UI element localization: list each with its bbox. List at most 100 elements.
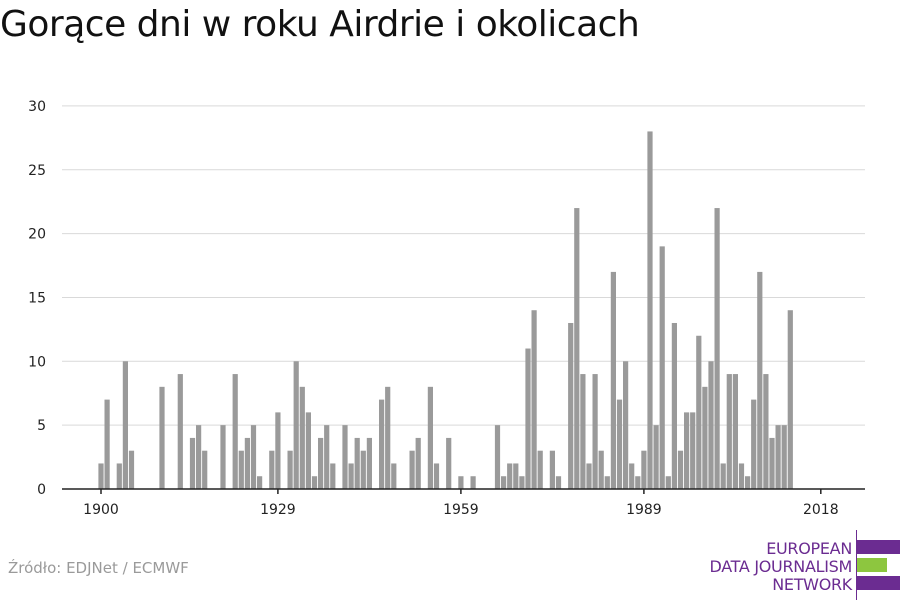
- logo-stripe-top: [857, 540, 900, 554]
- bar-1990: [647, 131, 653, 489]
- bar-1944: [366, 437, 372, 489]
- y-tick-label: 10: [28, 354, 46, 370]
- bar-1955: [433, 463, 440, 489]
- logo-line-data-journalism: DATA JOURNALISM: [709, 557, 853, 576]
- bar-1994: [671, 322, 677, 489]
- bar-1975: [555, 476, 562, 489]
- bar-1916: [196, 425, 202, 489]
- x-tick-label: 2018: [803, 502, 839, 518]
- bar-2012: [781, 425, 787, 489]
- bar-2011: [775, 425, 781, 489]
- y-tick-label: 5: [37, 418, 46, 434]
- bar-1900: [98, 463, 104, 489]
- bar-1979: [580, 374, 586, 489]
- bar-1952: [415, 437, 421, 489]
- bar-1943: [360, 450, 366, 489]
- bar-1957: [446, 437, 452, 489]
- bar-1989: [641, 450, 647, 489]
- bar-1947: [385, 386, 391, 489]
- bar-2006: [745, 476, 751, 489]
- x-tick-label: 1959: [443, 502, 479, 518]
- bar-2000: [708, 361, 714, 489]
- bar-1969: [519, 476, 525, 489]
- bar-2008: [757, 271, 763, 489]
- bar-1972: [537, 450, 543, 489]
- bar-1940: [342, 425, 348, 489]
- bar-1965: [494, 425, 501, 489]
- bar-2010: [769, 437, 775, 489]
- bar-2004: [732, 374, 738, 489]
- bar-1995: [677, 450, 684, 489]
- bar-1996: [684, 412, 690, 489]
- bar-chart: 0 5 10 15 20 25 30 1900 1929 1959 1989 2018: [28, 99, 865, 518]
- bar-2009: [763, 374, 769, 489]
- bar-1925: [250, 425, 257, 489]
- bar-1987: [629, 463, 635, 489]
- bar-1946: [379, 399, 385, 489]
- bars: [98, 131, 793, 489]
- bar-1982: [598, 450, 604, 489]
- bar-1932: [293, 361, 299, 489]
- bar-1920: [220, 425, 226, 489]
- bar-1980: [586, 463, 592, 489]
- bar-2002: [720, 463, 726, 489]
- logo-stripe-middle: [857, 558, 887, 572]
- bar-1936: [318, 437, 324, 489]
- bar-1981: [592, 374, 598, 489]
- bar-1966: [501, 476, 507, 489]
- bar-1974: [549, 450, 555, 489]
- bar-2007: [751, 399, 757, 489]
- edjnet-logo: EUROPEAN DATA JOURNALISM NETWORK: [706, 530, 900, 600]
- bar-1954: [427, 386, 433, 489]
- bar-1926: [257, 476, 263, 489]
- y-tick-label: 25: [28, 163, 46, 179]
- bar-1923: [238, 450, 244, 489]
- bar-1931: [287, 450, 293, 489]
- bar-1928: [269, 450, 275, 489]
- y-axis-ticks: 0 5 10 15 20 25 30: [28, 99, 46, 498]
- bar-2013: [787, 310, 793, 489]
- bar-1985: [616, 399, 623, 489]
- bar-1961: [470, 476, 476, 489]
- bar-1971: [531, 310, 537, 489]
- bar-1901: [104, 399, 110, 489]
- bar-2005: [738, 463, 745, 489]
- logo-stripe-bottom: [857, 576, 900, 590]
- bar-1991: [653, 425, 659, 489]
- bar-1967: [507, 463, 513, 489]
- logo-line-european: EUROPEAN: [766, 539, 852, 558]
- bar-1986: [623, 361, 629, 489]
- bar-1929: [275, 412, 281, 489]
- x-tick-label: 1989: [626, 502, 662, 518]
- bar-1904: [122, 361, 128, 489]
- grid-lines: [62, 105, 865, 426]
- bar-1910: [159, 386, 165, 489]
- y-tick-label: 15: [28, 290, 46, 306]
- bar-1935: [311, 476, 318, 489]
- source-note: Źródło: EDJNet / ECMWF: [8, 559, 189, 577]
- y-tick-label: 20: [28, 227, 46, 243]
- logo-line-network: NETWORK: [772, 575, 852, 594]
- bar-2003: [726, 374, 732, 489]
- logo-divider: [856, 530, 857, 600]
- x-tick-label: 1900: [83, 502, 119, 518]
- bar-1984: [610, 271, 616, 489]
- bar-1998: [696, 335, 702, 489]
- bar-1933: [299, 386, 305, 489]
- bar-1913: [177, 374, 183, 489]
- chart-title: Gorące dni w roku Airdrie i okolicach: [0, 4, 640, 45]
- y-tick-label: 0: [37, 482, 46, 498]
- bar-1948: [391, 463, 397, 489]
- bar-1992: [659, 246, 665, 489]
- bar-1903: [116, 463, 122, 489]
- bar-1924: [244, 437, 250, 489]
- bar-1970: [525, 348, 531, 489]
- x-tick-label: 1929: [260, 502, 296, 518]
- bar-1937: [324, 425, 330, 489]
- bar-1983: [604, 476, 610, 489]
- bar-1905: [128, 450, 135, 489]
- bar-1993: [665, 476, 671, 489]
- bar-1978: [574, 208, 580, 489]
- bar-1977: [568, 322, 574, 489]
- bar-1951: [409, 450, 415, 489]
